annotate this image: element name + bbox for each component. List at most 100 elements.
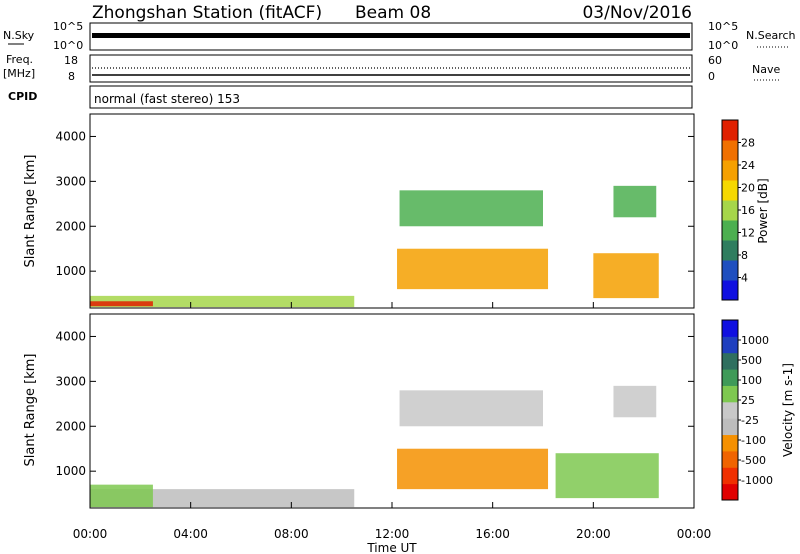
velocity-panel: Slant Range [km] 1000 2000 3000 4000 1000 50… (23, 313, 795, 509)
cpid-label: CPID (8, 90, 37, 103)
power-region-3 (399, 190, 543, 227)
velocity-colorbar-swatch-9 (722, 336, 738, 354)
power-colorbar-swatch-5 (722, 180, 738, 201)
power-colorbar-label-4: 12 (741, 227, 755, 240)
velocity-colorbar-label-2: 100 (741, 374, 762, 387)
xtick-label-0: 00:00 (73, 527, 108, 541)
cpid-panel: CPID normal (fast stereo) 153 (8, 85, 693, 109)
nsky-tick-bottom: 10^0 (53, 39, 83, 52)
freq-tick-bottom: 8 (68, 70, 75, 83)
power-region-4 (593, 253, 659, 299)
date-label: 03/Nov/2016 (582, 3, 692, 23)
velocity-colorbar-label-1: 500 (741, 354, 762, 367)
power-region-5 (613, 185, 657, 218)
velocity-heatmap (90, 385, 659, 508)
power-region-1 (90, 301, 153, 307)
nave-label: Nave (752, 63, 780, 76)
nsearch-label: N.Search (746, 29, 796, 42)
xtick-label-6: 00:00 (677, 527, 712, 541)
power-colorbar-label: Power [dB] (756, 178, 770, 243)
xtick-label-5: 20:00 (576, 527, 611, 541)
power-colorbar-swatch-2 (722, 240, 738, 261)
freq-unit: [MHz] (3, 67, 35, 80)
velocity-region-0 (90, 489, 355, 508)
xtick-label-4: 16:00 (475, 527, 510, 541)
velocity-ytick-label-3: 4000 (55, 329, 86, 343)
velocity-region-5 (613, 385, 657, 418)
x-axis-label: Time UT (366, 541, 417, 554)
power-y-ticks: 1000 2000 3000 4000 (55, 129, 694, 278)
nave-tick-bottom: 0 (708, 70, 715, 83)
power-panel: Slant Range [km] 1000 2000 3000 4000 28 24 20… (23, 113, 770, 309)
freq-panel: Freq. [MHz] 18 8 60 0 Nave (3, 53, 780, 83)
beam-label: Beam 08 (355, 3, 431, 23)
velocity-y-ticks: 1000 2000 3000 4000 (55, 329, 694, 478)
velocity-region-3 (399, 390, 543, 427)
velocity-ytick-label-1: 2000 (55, 419, 86, 433)
nsearch-tick-bottom: 10^0 (708, 39, 738, 52)
power-colorbar-label-2: 20 (741, 182, 755, 195)
velocity-region-4 (555, 453, 659, 499)
nsky-tick-top: 10^5 (53, 20, 83, 33)
velocity-colorbar-label-5: -100 (741, 434, 766, 447)
power-colorbar-swatch-8 (722, 120, 738, 141)
station-title: Zhongshan Station (fitACF) (92, 3, 322, 23)
nave-tick-top: 60 (708, 54, 722, 67)
velocity-colorbar-swatch-8 (722, 352, 738, 370)
power-ytick-label-0: 1000 (55, 264, 86, 278)
velocity-colorbar-label-6: -500 (741, 454, 766, 467)
cpid-value: normal (fast stereo) 153 (94, 92, 240, 106)
xtick-label-3: 12:00 (375, 527, 410, 541)
power-region-0 (90, 295, 355, 308)
power-ytick-label-1: 2000 (55, 219, 86, 233)
power-colorbar-swatch-4 (722, 200, 738, 221)
velocity-colorbar-swatch-0 (722, 483, 738, 501)
time-axis: 00:00 04:00 08:00 12:00 16:00 20:00 00:00 (73, 302, 712, 541)
velocity-colorbar-swatch-1 (722, 467, 738, 485)
velocity-ylabel: Slant Range [km] (23, 354, 38, 467)
nsearch-tick-top: 10^5 (708, 20, 738, 33)
velocity-colorbar-label: Velocity [m s-1] (781, 363, 795, 457)
nsky-label: N.Sky (3, 29, 35, 42)
velocity-colorbar-label-4: -25 (741, 414, 759, 427)
velocity-colorbar-label-7: -1000 (741, 474, 773, 487)
velocity-ytick-label-0: 1000 (55, 464, 86, 478)
power-colorbar-swatch-7 (722, 140, 738, 161)
power-ytick-label-2: 3000 (55, 174, 86, 188)
power-region-2 (397, 248, 549, 290)
velocity-colorbar: 1000 500 100 25 -25 -100 -500 -1000 (721, 319, 773, 501)
freq-tick-top: 18 (64, 54, 78, 67)
velocity-colorbar-swatch-5 (722, 401, 738, 419)
velocity-colorbar-swatch-2 (722, 450, 738, 468)
power-colorbar-label-0: 28 (741, 137, 755, 150)
velocity-region-1 (90, 484, 153, 508)
power-colorbar-label-1: 24 (741, 159, 755, 172)
xtick-label-1: 04:00 (173, 527, 208, 541)
velocity-colorbar-swatch-3 (722, 434, 738, 452)
velocity-colorbar-swatch-6 (722, 385, 738, 403)
velocity-region-2 (397, 448, 549, 490)
xtick-label-2: 08:00 (274, 527, 309, 541)
nsky-trace (92, 33, 690, 38)
velocity-colorbar-label-0: 1000 (741, 334, 769, 347)
power-colorbar-swatch-0 (722, 280, 738, 301)
power-colorbar-label-3: 16 (741, 204, 755, 217)
power-ylabel: Slant Range [km] (23, 155, 38, 268)
nsky-panel: N.Sky 10^5 10^0 10^5 10^0 N.Search (3, 20, 796, 52)
freq-label: Freq. (6, 53, 33, 66)
velocity-colorbar-swatch-4 (722, 418, 738, 436)
power-heatmap (90, 185, 659, 308)
power-colorbar-swatch-1 (722, 260, 738, 281)
velocity-colorbar-label-3: 25 (741, 394, 755, 407)
power-colorbar-label-6: 4 (741, 272, 748, 285)
velocity-ytick-label-2: 3000 (55, 374, 86, 388)
power-colorbar-label-5: 8 (741, 249, 748, 262)
power-colorbar: 28 24 20 16 12 8 4 (721, 119, 755, 301)
power-colorbar-swatch-3 (722, 220, 738, 241)
velocity-colorbar-frame (721, 319, 739, 501)
power-ytick-label-3: 4000 (55, 129, 86, 143)
power-colorbar-swatch-6 (722, 160, 738, 181)
velocity-colorbar-swatch-7 (722, 369, 738, 386)
velocity-colorbar-swatch-10 (722, 320, 738, 337)
